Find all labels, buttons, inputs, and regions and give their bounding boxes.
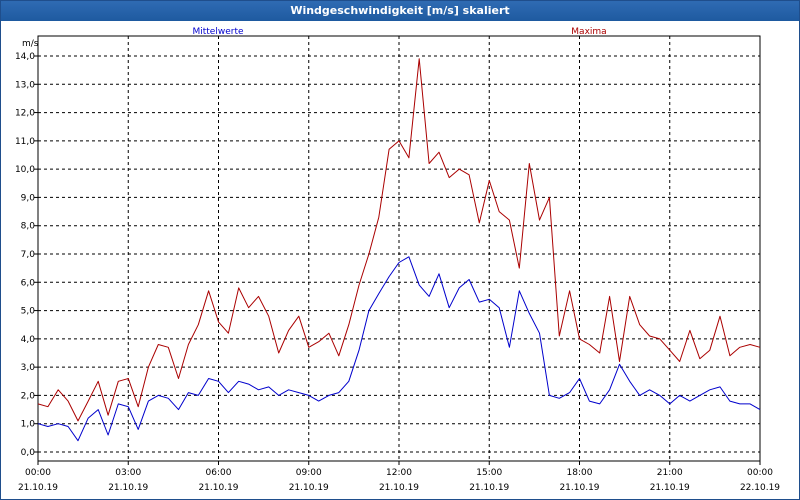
y-tick-label: 2,0 — [21, 391, 36, 401]
x-tick-time: 00:00 — [747, 468, 773, 478]
x-tick-date: 21.10.19 — [559, 483, 599, 493]
y-tick-label: 8,0 — [21, 222, 36, 232]
grid-lines — [38, 36, 760, 461]
x-tick-date: 21.10.19 — [379, 483, 419, 493]
x-tick-time: 12:00 — [386, 468, 412, 478]
x-tick-date: 21.10.19 — [198, 483, 238, 493]
legend-mittelwerte: Mittelwerte — [192, 27, 243, 37]
x-axis: 00:00 21.10.19 03:00 21.10.19 06:00 21.10.19 0… — [18, 461, 780, 493]
y-tick-label: 12,0 — [15, 109, 35, 119]
series-line-maxima — [37, 58, 761, 422]
y-tick-label: 3,0 — [21, 363, 36, 373]
x-tick-date: 21.10.19 — [650, 483, 690, 493]
x-tick-date: 21.10.19 — [289, 483, 329, 493]
y-axis: 0,0 1,0 2,0 3,0 4,0 5,0 6,0 7,0 8,0 9,0 10,0 11,0 12… — [15, 52, 38, 458]
y-tick-label: 4,0 — [21, 335, 36, 345]
wind-speed-chart: 0,0 1,0 2,0 3,0 4,0 5,0 6,0 7,0 8,0 9,0 10,0 11,0 12… — [15, 27, 780, 493]
y-tick-label: 11,0 — [15, 137, 35, 147]
legend-maxima: Maxima — [571, 27, 606, 37]
x-tick-date: 21.10.19 — [469, 483, 509, 493]
x-tick-date: 22.10.19 — [740, 483, 780, 493]
y-tick-label: 9,0 — [21, 193, 36, 203]
data-series — [37, 58, 761, 442]
series-line-mittelwerte — [37, 256, 761, 442]
y-axis-unit: m/s — [22, 39, 39, 49]
y-tick-label: 1,0 — [21, 420, 36, 430]
x-tick-date: 21.10.19 — [18, 483, 58, 493]
x-tick-time: 00:00 — [25, 468, 51, 478]
x-tick-time: 03:00 — [115, 468, 141, 478]
y-tick-label: 10,0 — [15, 165, 35, 175]
y-tick-label: 13,0 — [15, 80, 35, 90]
y-tick-label: 0,0 — [21, 448, 36, 458]
x-tick-time: 21:00 — [657, 468, 683, 478]
x-tick-date: 21.10.19 — [108, 483, 148, 493]
x-tick-time: 18:00 — [567, 468, 593, 478]
y-tick-label: 5,0 — [21, 307, 36, 317]
y-tick-label: 14,0 — [15, 52, 35, 62]
x-tick-time: 09:00 — [296, 468, 322, 478]
window-title: Windgeschwindigkeit [m/s] skaliert — [1, 1, 799, 21]
x-tick-time: 06:00 — [206, 468, 232, 478]
y-tick-label: 6,0 — [21, 278, 36, 288]
x-tick-time: 15:00 — [476, 468, 502, 478]
y-tick-label: 7,0 — [21, 250, 36, 260]
